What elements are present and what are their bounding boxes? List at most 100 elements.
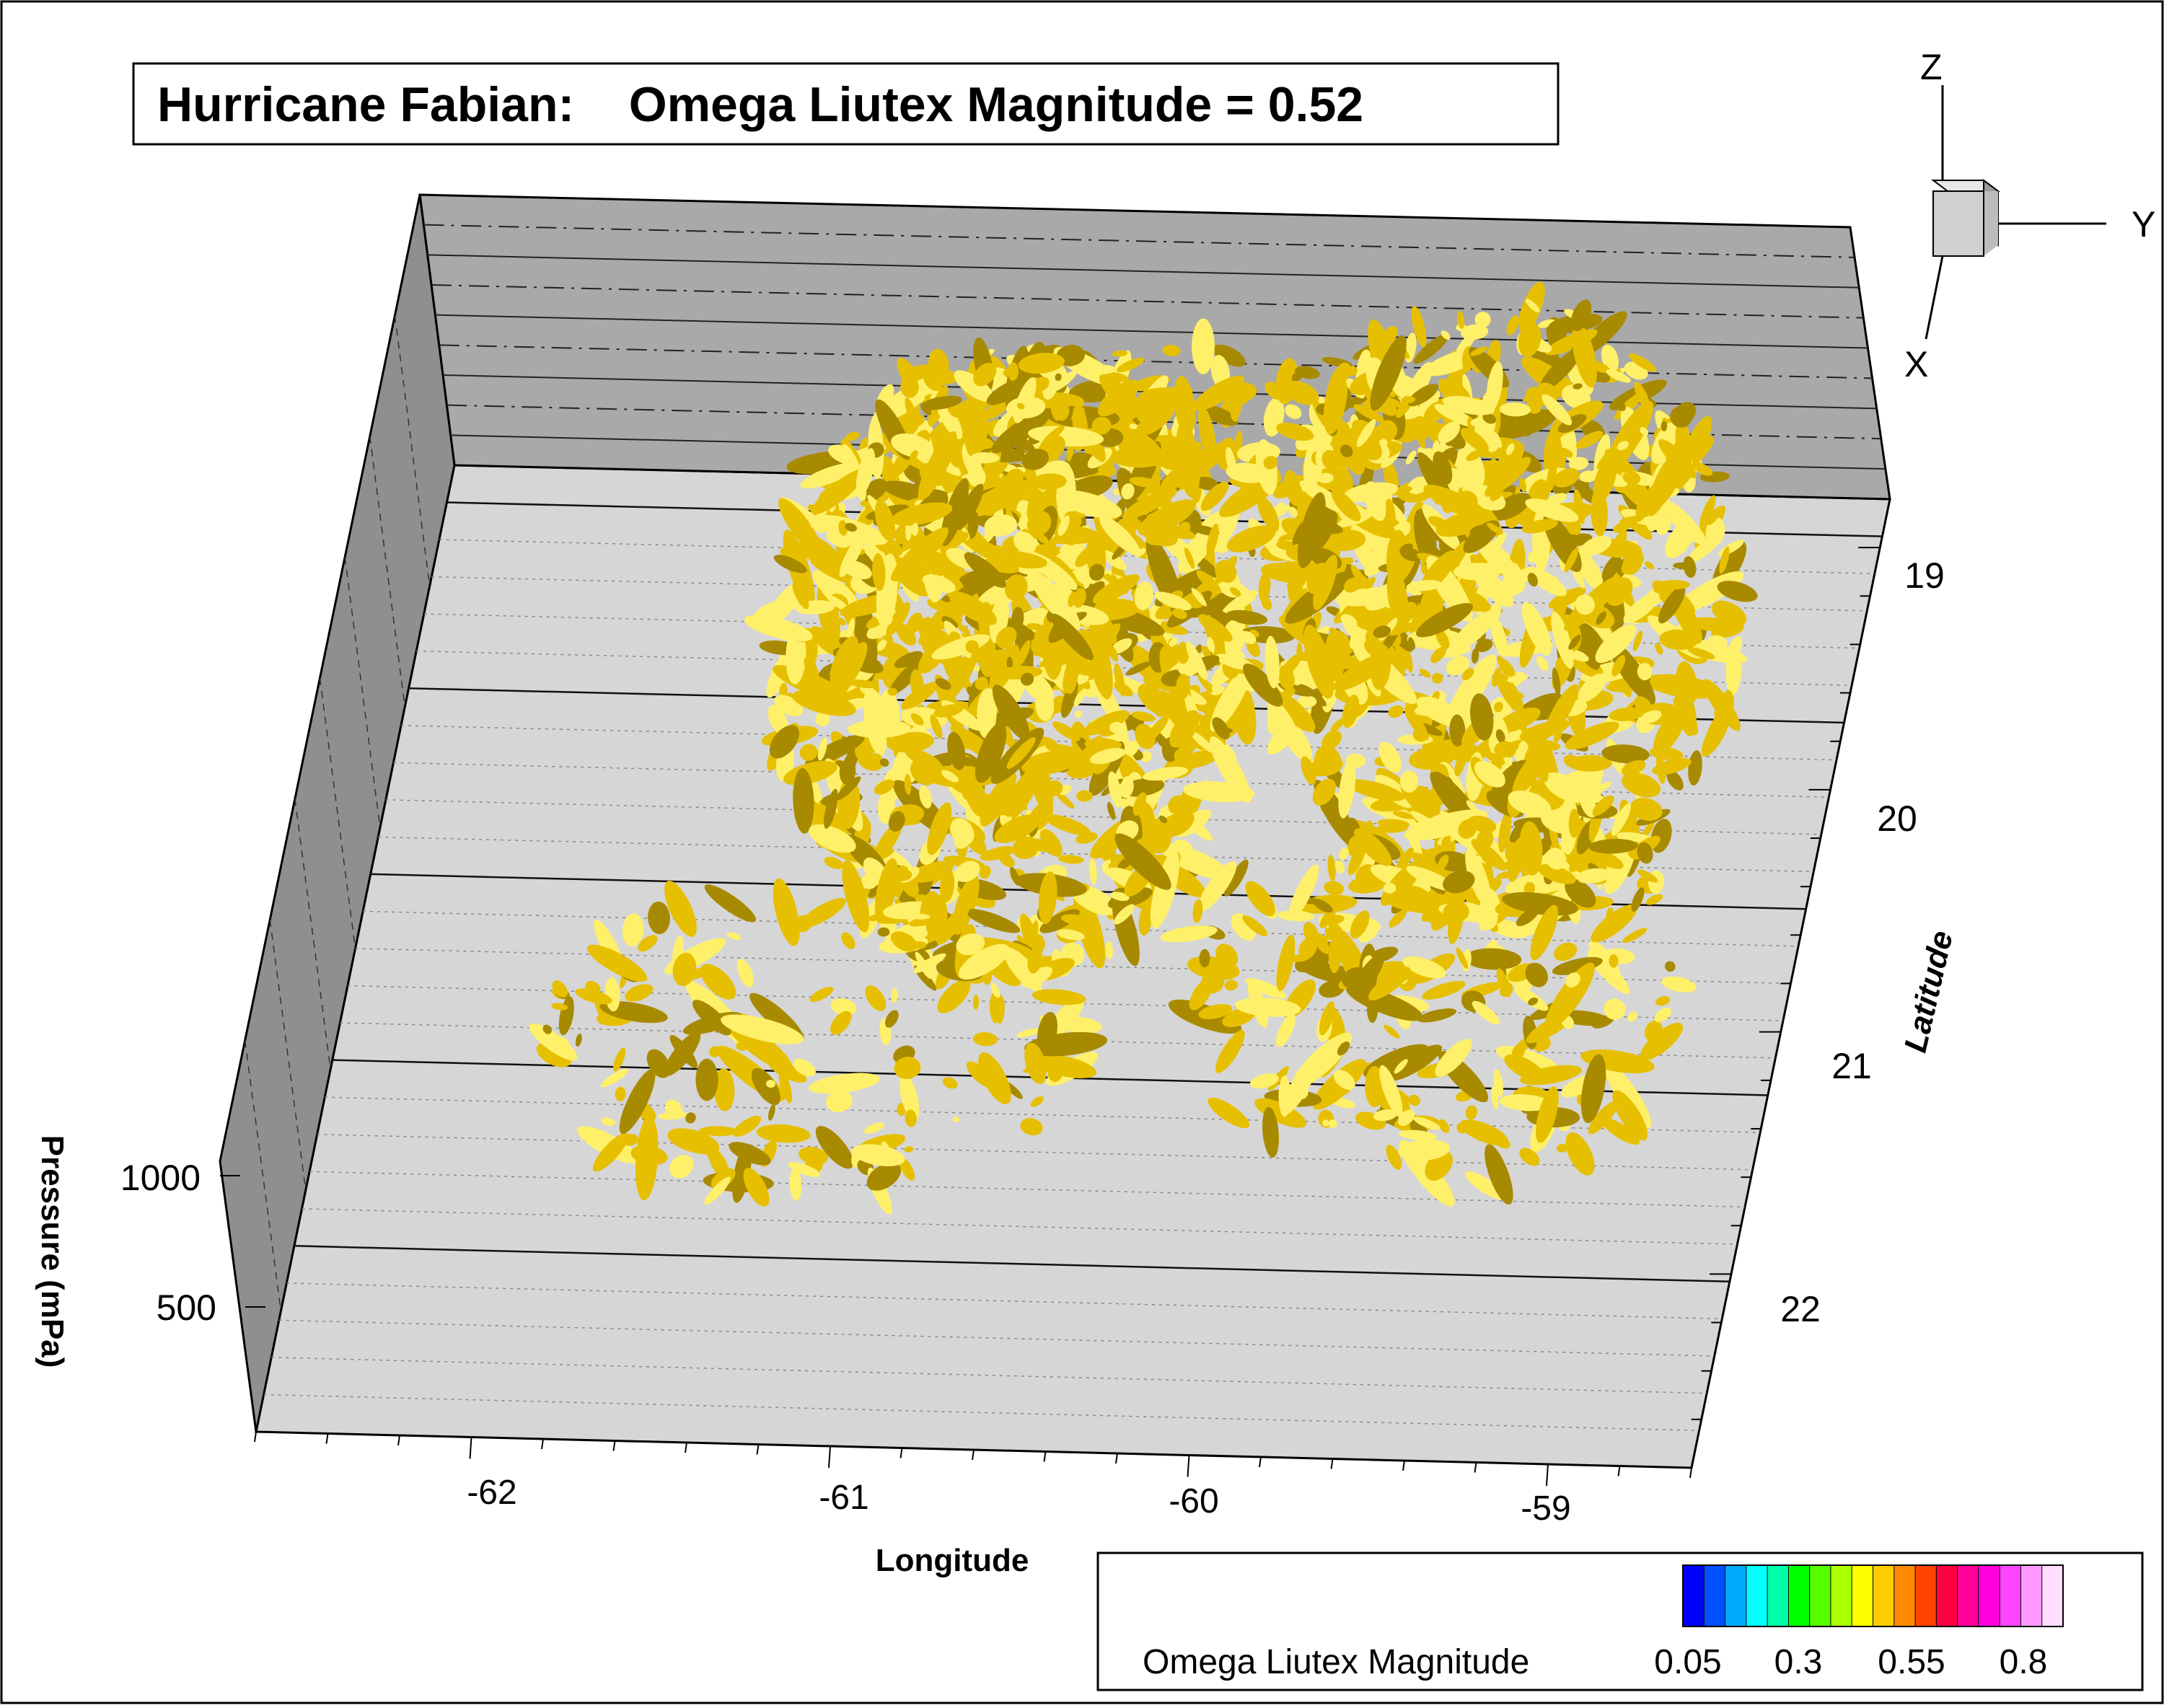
vortex-structure [1384,1024,1400,1039]
vortex-structure [756,1124,811,1143]
vortex-structure [1388,821,1397,831]
vortex-structure [1565,972,1580,988]
latitude-axis-label: Latitude [1898,928,1960,1056]
vortex-structure [1107,887,1153,910]
vortex-structure [888,811,905,832]
longitude-tick-mark [828,1445,831,1469]
vortex-structure [1346,779,1405,801]
vortex-structure [935,678,951,690]
vortex-structure [1407,384,1439,407]
vortex-structure [1544,684,1579,737]
vortex-structure [1525,498,1579,522]
lat-tick-label: 21 [1831,1046,1872,1086]
floor-grid-line [317,1133,1753,1171]
floor-grid-line [385,799,1821,835]
vortex-structure [1188,441,1202,454]
vortex-structure [800,462,858,489]
vortex-structure [1281,1061,1316,1115]
vortex-structure [1520,1065,1582,1086]
vortex-structure [729,1142,771,1166]
vortex-structure [1016,640,1031,667]
longitude-tick-mark [972,1449,975,1461]
vortex-structure [856,448,876,496]
vortex-structure [1578,673,1607,703]
vortex-structure [1285,381,1319,405]
vortex-structure [910,669,925,700]
vortex-structure [1604,998,1626,1020]
vortex-structure [1609,707,1644,721]
vortex-structure [1434,404,1477,428]
vortex-structure [1114,904,1135,925]
vortex-structure [700,964,736,1000]
legend-color-swatch [1830,1565,1852,1626]
legend-tick-label: 0.05 [1654,1643,1721,1681]
vortex-structure [1508,790,1552,817]
legend-color-swatch [1788,1565,1811,1626]
vortex-structure [1091,416,1112,435]
vortex-structure [1499,1094,1552,1111]
vortex-structure [1254,1098,1307,1128]
legend-color-swatch [1809,1565,1831,1626]
vortex-structure [780,545,806,560]
vortex-structure [1098,465,1117,477]
vortex-structure [1464,1171,1506,1200]
vortex-structure [861,873,878,889]
vortex-structure [1528,567,1567,597]
vortex-structure [1257,496,1280,532]
vortex-structure [1661,421,1668,431]
vortex-structure [1469,693,1494,741]
vortex-structure [865,985,887,1011]
vortex-structure [1637,869,1658,883]
vortex-structure [1160,925,1218,943]
legend-label: Omega Liutex Magnitude [1143,1643,1529,1681]
vortex-structure [619,1069,656,1135]
floor-grid-line [416,650,1852,687]
vortex-structure [874,500,896,542]
vortex-structure [1090,747,1126,765]
vortex-structure [768,1104,775,1121]
vortex-structure [1285,404,1302,419]
vortex-structure [1500,402,1531,417]
vortex-structure [1212,717,1230,739]
vortex-structure [1386,1145,1402,1170]
vortex-structure [1077,737,1088,749]
vortex-structure [1198,614,1233,642]
vortex-structure [698,1126,739,1137]
vortex-structure [1116,357,1145,373]
vortex-structure [1441,835,1451,846]
longitude-tick-mark [1402,1460,1405,1471]
vortex-structure [1030,640,1057,659]
vortex-structure [866,1162,902,1191]
vortex-structure [1474,535,1523,582]
vortex-structure [1595,624,1637,664]
vortex-structure [1422,794,1431,801]
vortex-structure [1538,319,1556,328]
vortex-structure [970,452,1000,464]
vortex-structure [793,1058,816,1077]
vortex-structure [1050,613,1094,661]
vortex-structure [998,551,1047,569]
vortex-structure [964,403,989,457]
vortex-structure [1102,371,1130,382]
vortex-structure [1055,791,1075,809]
vortex-structure [983,444,1001,484]
vortex-structure [1114,663,1125,697]
legend-tick-label: 0.55 [1878,1643,1945,1681]
vortex-structure [1564,547,1579,573]
vortex-structure [1449,714,1466,747]
vortex-structure [1176,674,1190,700]
vortex-structure [1191,587,1207,607]
legend-color-swatch [1746,1565,1768,1626]
vortex-structure [858,509,869,527]
vortex-structure [1474,312,1491,328]
vortex-structure [1541,811,1577,834]
vortex-structure [1654,1007,1672,1023]
vortex-structure [824,788,838,829]
vortex-structure [1596,611,1606,625]
vortex-structure [1021,449,1049,470]
vortex-structure [1406,580,1443,591]
legend-color-swatch [2000,1565,2021,1626]
legend-color-swatch [1978,1565,2000,1626]
vortex-structure [1245,881,1275,917]
vortex-structure [847,618,856,638]
